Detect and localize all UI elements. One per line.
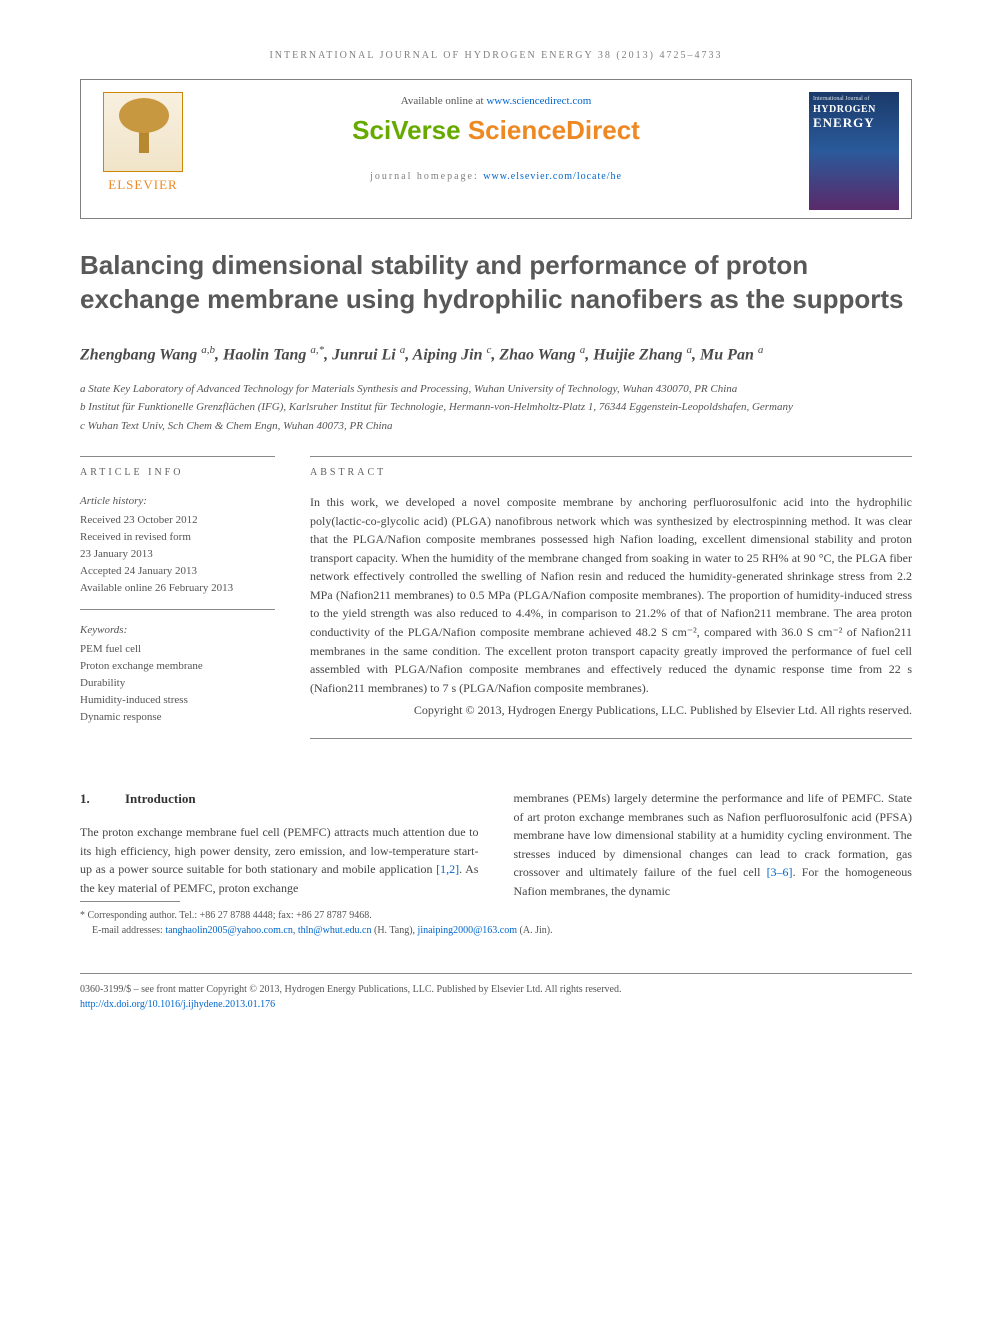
article-title: Balancing dimensional stability and perf… xyxy=(80,249,912,317)
journal-cover-thumbnail: International Journal of HYDROGEN ENERGY xyxy=(809,92,899,210)
affiliations-block: a State Key Laboratory of Advanced Techn… xyxy=(80,381,912,435)
abstract-block: ABSTRACT In this work, we developed a no… xyxy=(310,456,912,739)
abstract-label: ABSTRACT xyxy=(310,456,912,481)
abstract-copyright: Copyright © 2013, Hydrogen Energy Public… xyxy=(310,701,912,720)
section-number: 1. xyxy=(80,789,125,809)
body-paragraph: The proton exchange membrane fuel cell (… xyxy=(80,823,479,897)
emails-line: E-mail addresses: tanghaolin2005@yahoo.c… xyxy=(80,923,912,938)
sciencedirect-link[interactable]: www.sciencedirect.com xyxy=(486,95,591,107)
cover-hydrogen: HYDROGEN xyxy=(813,104,895,115)
body-text: The proton exchange membrane fuel cell (… xyxy=(80,825,479,876)
author-list: Zhengbang Wang a,b, Haolin Tang a,*, Jun… xyxy=(80,342,912,367)
cover-energy: ENERGY xyxy=(813,115,895,131)
article-info-sidebar: ARTICLE INFO Article history: Received 2… xyxy=(80,456,275,739)
email-link[interactable]: jinaiping2000@163.com xyxy=(418,925,517,936)
abstract-text: In this work, we developed a novel compo… xyxy=(310,493,912,698)
affiliation-b: b Institut für Funktionelle Grenzflächen… xyxy=(80,399,912,416)
article-info-label: ARTICLE INFO xyxy=(80,456,275,481)
history-line: Available online 26 February 2013 xyxy=(80,580,275,597)
keyword: Durability xyxy=(80,675,275,692)
doi-link[interactable]: http://dx.doi.org/10.1016/j.ijhydene.201… xyxy=(80,999,275,1010)
journal-masthead-box: ELSEVIER International Journal of HYDROG… xyxy=(80,79,912,219)
body-col-right: membranes (PEMs) largely determine the p… xyxy=(514,789,913,901)
history-line: Received 23 October 2012 xyxy=(80,512,275,529)
history-line: Accepted 24 January 2013 xyxy=(80,563,275,580)
body-two-column: 1.Introduction The proton exchange membr… xyxy=(80,789,912,901)
citation-link[interactable]: [3–6] xyxy=(767,865,793,879)
body-paragraph: membranes (PEMs) largely determine the p… xyxy=(514,789,913,901)
issn-copyright-line: 0360-3199/$ – see front matter Copyright… xyxy=(80,982,912,997)
affiliation-c: c Wuhan Text Univ, Sch Chem & Chem Engn,… xyxy=(80,418,912,435)
keyword: Humidity-induced stress xyxy=(80,692,275,709)
section-heading-intro: 1.Introduction xyxy=(80,789,479,809)
body-col-left: 1.Introduction The proton exchange membr… xyxy=(80,789,479,901)
journal-homepage-line: journal homepage: www.elsevier.com/locat… xyxy=(211,171,781,182)
affiliation-a: a State Key Laboratory of Advanced Techn… xyxy=(80,381,912,398)
keyword: PEM fuel cell xyxy=(80,641,275,658)
footnote-area: * Corresponding author. Tel.: +86 27 878… xyxy=(80,901,912,938)
cover-line1: International Journal of xyxy=(813,96,895,102)
email-link[interactable]: tanghaolin2005@yahoo.com.cn xyxy=(165,925,293,936)
email-link[interactable]: thln@whut.edu.cn xyxy=(298,925,372,936)
elsevier-logo: ELSEVIER xyxy=(93,92,193,207)
citation-link[interactable]: [1,2] xyxy=(436,862,459,876)
sciverse-sciencedirect-logo: SciVerse ScienceDirect xyxy=(211,115,781,146)
footnote-rule xyxy=(80,901,180,902)
emails-label: E-mail addresses: xyxy=(92,925,165,936)
section-title: Introduction xyxy=(125,791,196,806)
page-footer: 0360-3199/$ – see front matter Copyright… xyxy=(80,973,912,1012)
corresponding-author: * Corresponding author. Tel.: +86 27 878… xyxy=(80,908,912,923)
keywords-label: Keywords: xyxy=(80,622,275,639)
journal-citation-header: INTERNATIONAL JOURNAL OF HYDROGEN ENERGY… xyxy=(80,50,912,61)
article-history-label: Article history: xyxy=(80,493,275,510)
sciencedirect-word: ScienceDirect xyxy=(468,115,640,145)
keyword: Dynamic response xyxy=(80,709,275,726)
sciverse-word: SciVerse xyxy=(352,115,468,145)
history-line: 23 January 2013 xyxy=(80,546,275,563)
elsevier-tree-icon xyxy=(103,92,183,172)
elsevier-wordmark: ELSEVIER xyxy=(93,177,193,193)
available-online-line: Available online at www.sciencedirect.co… xyxy=(211,95,781,107)
homepage-prefix: journal homepage: xyxy=(370,171,483,182)
available-prefix: Available online at xyxy=(401,95,487,107)
keyword: Proton exchange membrane xyxy=(80,658,275,675)
history-line: Received in revised form xyxy=(80,529,275,546)
journal-homepage-link[interactable]: www.elsevier.com/locate/he xyxy=(483,171,622,182)
